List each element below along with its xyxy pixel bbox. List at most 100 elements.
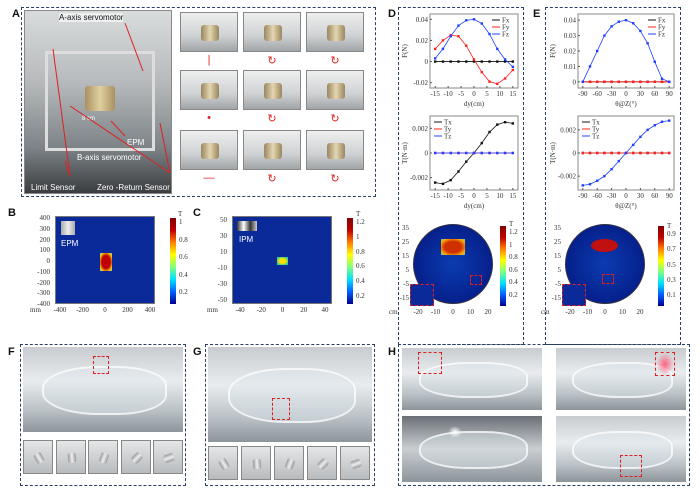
y-tick-label: -0.02 bbox=[413, 79, 428, 87]
data-point-ty bbox=[596, 151, 599, 155]
data-point-fy bbox=[596, 80, 599, 84]
colorbar-tick: 0.8 bbox=[356, 247, 365, 256]
data-point-tz bbox=[457, 151, 460, 155]
magnet bbox=[327, 83, 345, 99]
legend-label: Tx bbox=[444, 119, 452, 127]
capsule bbox=[33, 451, 45, 465]
data-point-tx bbox=[511, 122, 515, 125]
axis-unit: cm bbox=[389, 308, 398, 316]
data-point-fx bbox=[449, 60, 452, 63]
y-axis-label: F(N) bbox=[549, 44, 557, 58]
h-photo-1 bbox=[402, 348, 542, 410]
data-point-fx bbox=[457, 60, 460, 63]
data-point-fz bbox=[465, 19, 468, 22]
b-axis-label: B-axis servomotor bbox=[77, 153, 142, 162]
rotation-symbol: | bbox=[207, 54, 211, 66]
f-frame-photo bbox=[88, 440, 118, 474]
magnet bbox=[201, 83, 219, 99]
data-point-fy bbox=[617, 80, 620, 84]
colorbar-tick: 0.3 bbox=[667, 275, 676, 284]
colorbar-tick: 0.5 bbox=[667, 260, 676, 269]
f-frame-photo bbox=[153, 440, 183, 474]
y-tick-label: -0.002 bbox=[558, 173, 577, 181]
axis-unit: mm bbox=[207, 306, 218, 314]
h-photo-4 bbox=[556, 416, 686, 482]
f-frame-photo bbox=[55, 440, 86, 474]
orientation-photo bbox=[306, 12, 364, 52]
y-tick-label: -0.002 bbox=[410, 174, 429, 182]
y-tick-label: 0.01 bbox=[564, 63, 577, 71]
x-tick-label: 5 bbox=[485, 90, 489, 98]
data-point-tz bbox=[441, 151, 445, 155]
f-stomach-model-photo bbox=[23, 347, 183, 432]
x-tick-label: -60 bbox=[593, 192, 603, 200]
colorbar-tick: 0.8 bbox=[509, 253, 518, 262]
data-point-fx bbox=[433, 60, 437, 63]
data-point-fy bbox=[433, 47, 437, 51]
x-tick-label: -30 bbox=[607, 90, 617, 98]
x-tick: -20 bbox=[565, 308, 575, 316]
e-torque-chart: -90 -60 -30 0 30 60 90 -0.002 0 0.002 θ@Z(°) T(N·m)… bbox=[549, 115, 675, 210]
ipm-inset-label: IPM bbox=[239, 235, 254, 244]
y-tick: 50 bbox=[220, 216, 227, 224]
colorbar-unit: T bbox=[356, 210, 361, 218]
rotation-symbol: ↻ bbox=[267, 113, 277, 125]
y-tick: -5 bbox=[555, 280, 561, 288]
orientation-photo bbox=[243, 130, 301, 170]
data-point-tz bbox=[596, 179, 599, 182]
data-point-tz bbox=[472, 151, 476, 155]
capsule bbox=[252, 458, 262, 470]
g-frame-photo bbox=[241, 446, 271, 480]
orientation-photo bbox=[243, 70, 301, 110]
data-point-fx bbox=[511, 60, 515, 63]
data-point-fz bbox=[496, 47, 499, 51]
data-point-fz bbox=[646, 42, 649, 45]
x-tick-label: 30 bbox=[637, 192, 645, 200]
epm-field-heatmap: EPM bbox=[55, 216, 155, 304]
x-tick: -20 bbox=[256, 306, 266, 314]
colorbar-tick: 1 bbox=[179, 218, 183, 226]
data-point-fy bbox=[603, 80, 606, 84]
x-tick-label: 0 bbox=[472, 192, 476, 200]
x-tick-label: 10 bbox=[496, 90, 504, 98]
y-tick-label: 0.002 bbox=[560, 126, 576, 134]
data-point-tz bbox=[646, 128, 649, 132]
y-tick: 35 bbox=[402, 224, 409, 232]
panel-f-frame bbox=[20, 344, 186, 486]
y-tick: -100 bbox=[37, 267, 50, 276]
annotation-arrows bbox=[52, 22, 171, 177]
y-tick: 35 bbox=[554, 224, 561, 232]
capsule bbox=[130, 451, 143, 465]
x-tick-label: 0 bbox=[472, 90, 476, 98]
x-tick: 0 bbox=[603, 308, 607, 316]
data-point-fz bbox=[639, 29, 642, 33]
data-point-fx bbox=[496, 60, 499, 63]
y-tick: 30 bbox=[220, 232, 227, 240]
device-photo: A-axis servomotor 8 cm EPM B-axis servom… bbox=[24, 10, 172, 194]
panel-label-c: C bbox=[193, 207, 201, 219]
y-tick-label: 0.02 bbox=[564, 48, 577, 56]
x-tick-label: -90 bbox=[578, 192, 588, 200]
y-tick: 25 bbox=[554, 238, 561, 246]
data-point-tz bbox=[503, 151, 507, 155]
f-frame-photo bbox=[23, 440, 53, 474]
data-point-ty bbox=[588, 151, 592, 155]
y-tick: 100 bbox=[39, 246, 51, 255]
colorbar-tick: 0.2 bbox=[179, 288, 188, 296]
y-tick: -5 bbox=[403, 280, 409, 288]
y-tick: 25 bbox=[402, 238, 409, 246]
data-point-fx bbox=[488, 60, 491, 63]
x-tick: 200 bbox=[122, 306, 133, 314]
data-point-fz bbox=[511, 65, 515, 69]
magnet bbox=[264, 25, 282, 41]
y-tick: -50 bbox=[217, 296, 227, 304]
f-frame-photo bbox=[120, 440, 151, 474]
data-point-fy bbox=[457, 35, 460, 38]
panel-label-a: A bbox=[12, 8, 20, 20]
colorbar-d bbox=[500, 226, 506, 306]
y-tick-label: 0.02 bbox=[416, 37, 429, 45]
ipm-inset-photo bbox=[237, 221, 257, 231]
magnet bbox=[264, 143, 282, 159]
panel-label-d: D bbox=[388, 8, 396, 20]
orientation-photo bbox=[306, 70, 364, 110]
